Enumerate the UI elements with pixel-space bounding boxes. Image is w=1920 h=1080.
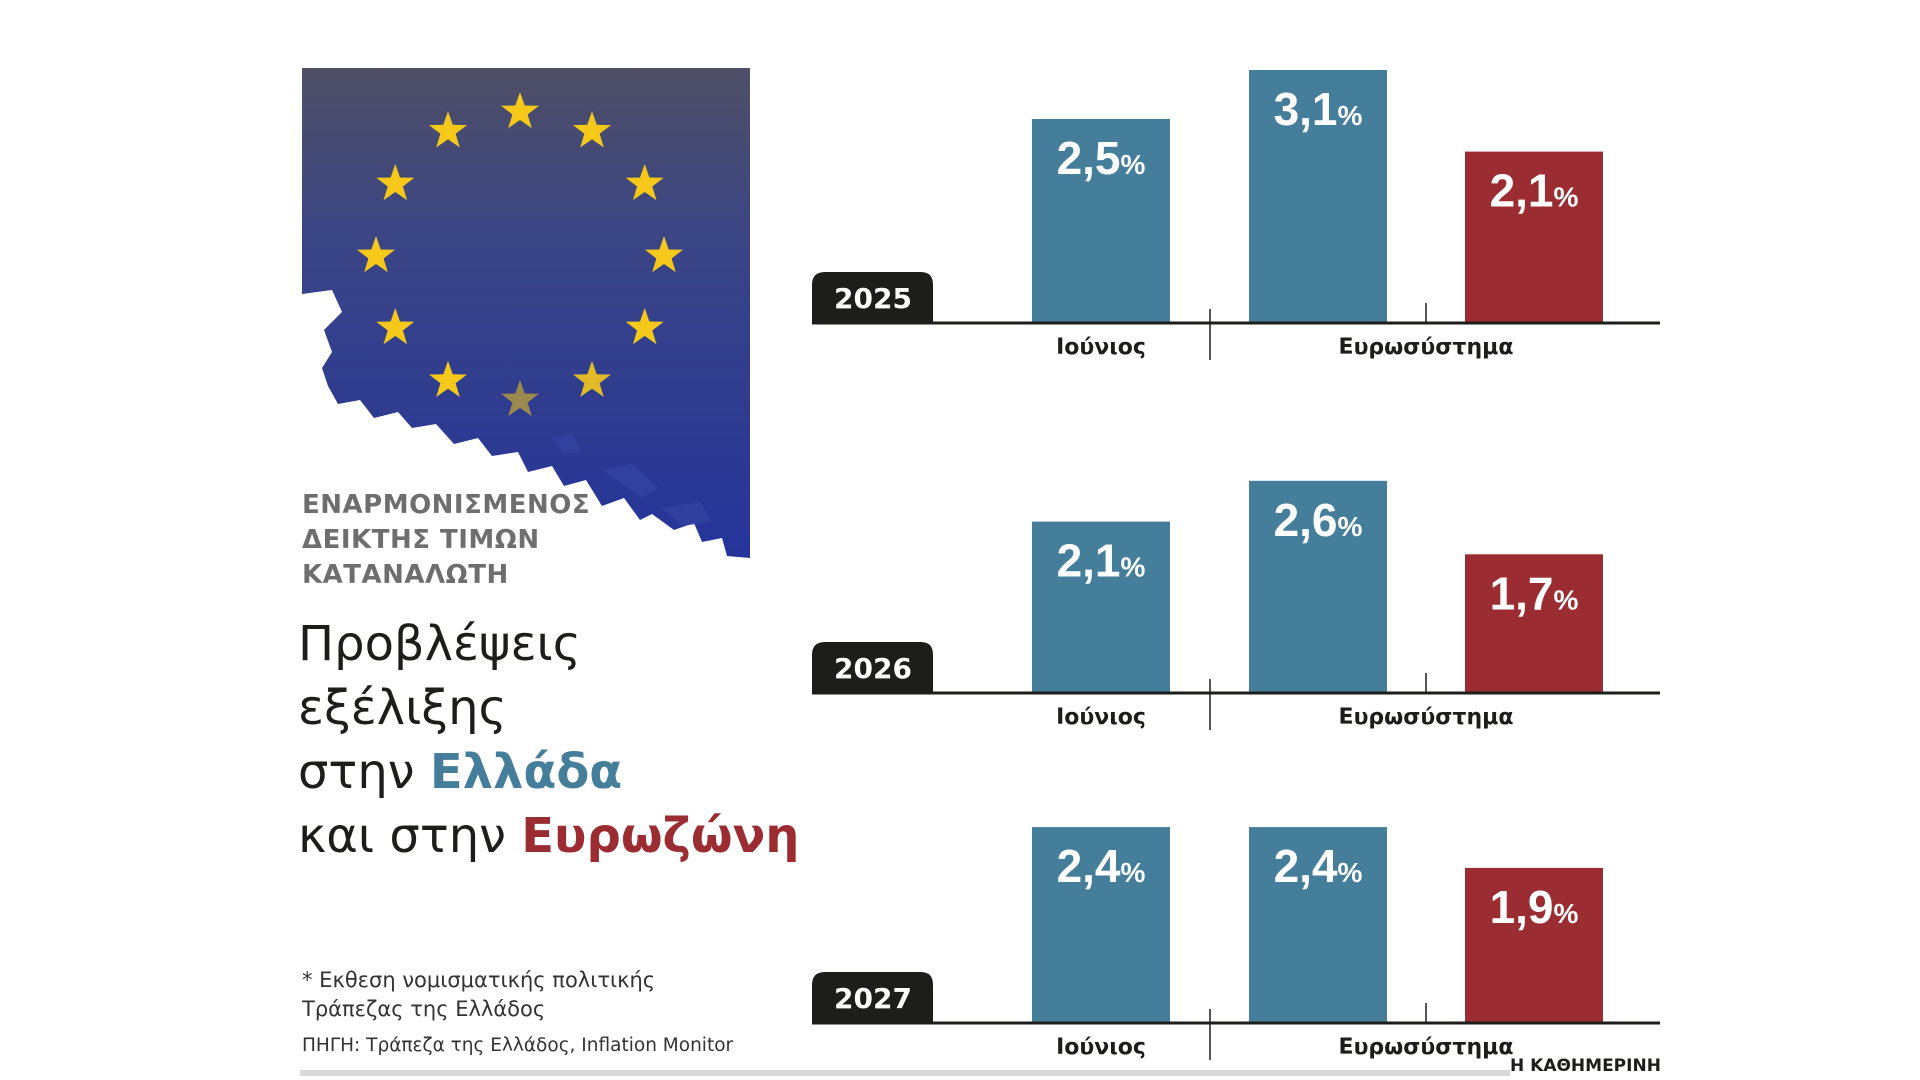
bar-greece [1249,480,1387,693]
bar-value-label: 2,1% [1057,535,1146,587]
bar-value-label: 2,4% [1274,840,1363,892]
year-badge [812,972,933,1023]
chart-2025: 2,5%3,1%2,1%2025Ιούνιος2025*Ευρωσύστημα(… [812,60,1660,360]
bar-value: 2,1 [1057,535,1121,587]
headline-eurozone: Ευρωζώνη [521,808,800,864]
headline: Προβλέψεις εξέλιξης στην Ελλάδα και στην… [298,612,818,868]
bar-eurozone [1465,151,1603,323]
headline-line-1: Προβλέψεις [298,616,581,672]
bar-value-label: 2,5% [1057,132,1146,184]
bar-value: 1,7 [1490,567,1554,619]
chart-2026: 2,1%2,6%1,7%2026Ιούνιος2025*Ευρωσύστημα(… [812,430,1660,730]
headline-line-4: και στην Ευρωζώνη [298,804,818,868]
footnote-line: * Εκθεση νομισματικής πολιτικής [302,968,656,992]
bar-value-label: 1,7% [1490,567,1579,619]
bar-value-label: 2,1% [1490,165,1579,217]
bar-unit: % [1121,149,1146,180]
category-label: Ιούνιος [1056,1035,1146,1060]
footnote: * Εκθεση νομισματικής πολιτικής Τράπεζας… [302,966,732,1024]
bar-value: 3,1 [1274,83,1338,135]
bar-unit: % [1554,584,1579,615]
year-label: 2025 [834,282,912,315]
year-label: 2026 [834,652,912,685]
bar-value: 2,4 [1057,840,1121,892]
source-note: ΠΗΓΗ: Τράπεζα της Ελλάδος, Inflation Mon… [302,1035,734,1056]
bar-unit: % [1121,552,1146,583]
bottom-rule [300,1070,1510,1076]
bar-unit: % [1338,857,1363,888]
bar-unit: % [1338,511,1363,542]
kicker-line: ΚΑΤΑΝΑΛΩΤΗ [302,560,509,590]
bar-greece [1032,521,1170,693]
bar-value-label: 2,6% [1274,494,1363,546]
bar-value-label: 2,4% [1057,840,1146,892]
bar-value: 2,6 [1274,494,1338,546]
bar-value: 2,1 [1490,165,1554,217]
headline-prefix: και στην [298,808,522,864]
kicker-hicp: ΕΝΑΡΜΟΝΙΣΜΕΝΟΣ ΔΕΙΚΤΗΣ ΤΙΜΩΝ ΚΑΤΑΝΑΛΩΤΗ [302,488,722,593]
bar-unit: % [1338,100,1363,131]
category-label: Ευρωσύστημα [1339,1035,1514,1060]
bar-value-label: 1,9% [1490,881,1579,933]
headline-prefix: στην [298,744,430,800]
bar-value: 2,5 [1057,132,1121,184]
bar-unit: % [1554,182,1579,213]
category-label: Ιούνιος [1056,335,1146,360]
bar-greece [1249,827,1387,1023]
kicker-line: ΔΕΙΚΤΗΣ ΤΙΜΩΝ [302,525,540,555]
kicker-line: ΕΝΑΡΜΟΝΙΣΜΕΝΟΣ [302,490,591,520]
headline-greece: Ελλάδα [429,744,623,800]
footnote-line: Τράπεζας της Ελλάδος [302,997,546,1021]
bar-value: 1,9 [1490,881,1554,933]
bar-unit: % [1121,857,1146,888]
bar-value-label: 3,1% [1274,83,1363,135]
year-badge [812,272,933,323]
year-label: 2027 [834,982,912,1015]
headline-line-3: στην Ελλάδα [298,740,818,804]
category-label: Ευρωσύστημα [1339,705,1514,730]
bar-eurozone [1465,554,1603,693]
headline-line-2: εξέλιξης [298,680,507,736]
bar-greece [1249,70,1387,323]
bar-unit: % [1554,898,1579,929]
bar-eurozone [1465,867,1603,1023]
chart-2027: 2,4%2,4%1,9%2027Ιούνιος2025*Ευρωσύστημα(… [812,760,1660,1060]
flag-background [302,68,750,558]
year-badge [812,642,933,693]
bar-greece [1032,119,1170,323]
publisher-brand: Η ΚΑΘΗΜΕΡΙΝΗ [1510,1056,1661,1076]
bar-value: 2,4 [1274,840,1338,892]
category-label: Ευρωσύστημα [1339,335,1514,360]
eu-flag-illustration [302,68,750,558]
category-label: Ιούνιος [1056,705,1146,730]
bar-greece [1032,827,1170,1023]
